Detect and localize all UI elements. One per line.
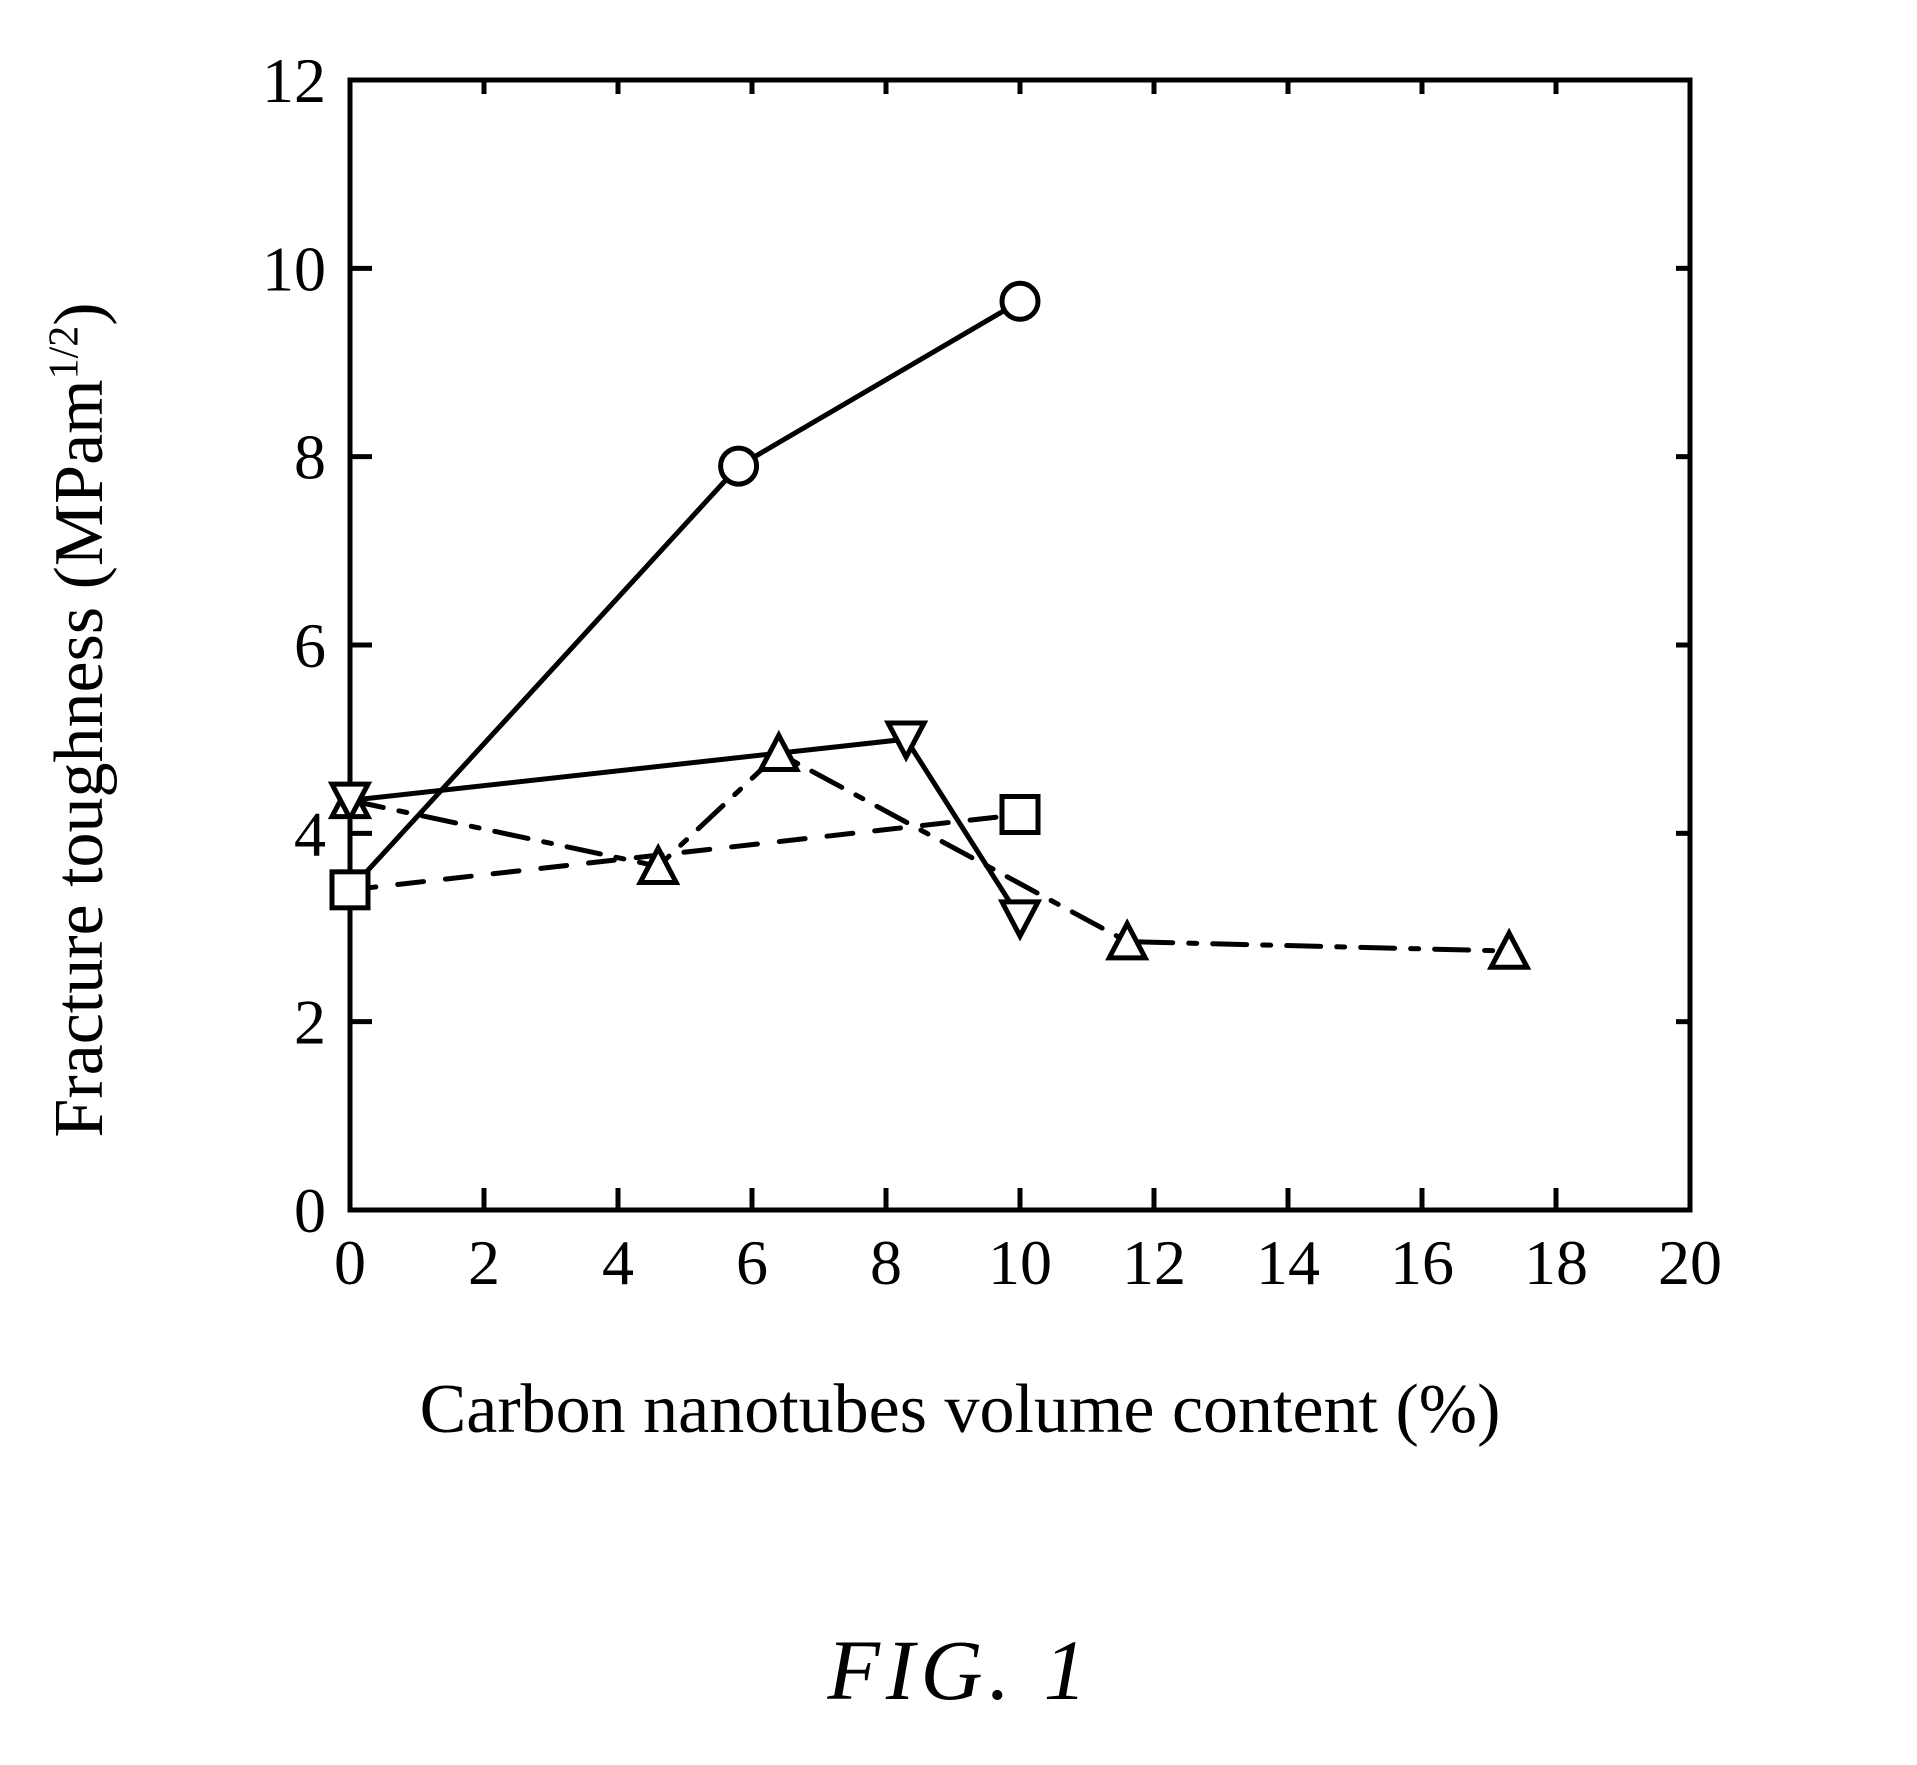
svg-text:2: 2 xyxy=(468,1227,500,1298)
x-axis-label: Carbon nanotubes volume content (%) xyxy=(420,1370,1501,1450)
svg-text:6: 6 xyxy=(736,1227,768,1298)
svg-text:10: 10 xyxy=(262,233,326,304)
fracture-toughness-chart: 0 2 4 6 8 10 12 14 16 18 20 0 2 4 6 8 10 12 xyxy=(230,60,1730,1330)
svg-text:6: 6 xyxy=(294,610,326,681)
svg-text:12: 12 xyxy=(1122,1227,1186,1298)
svg-text:2: 2 xyxy=(294,987,326,1058)
figure-caption: FIG. 1 xyxy=(827,1620,1092,1720)
svg-text:10: 10 xyxy=(988,1227,1052,1298)
svg-text:12: 12 xyxy=(262,60,326,116)
svg-text:18: 18 xyxy=(1524,1227,1588,1298)
y-axis-label: Fracture toughness (MPam1/2) xyxy=(40,302,120,1137)
svg-text:16: 16 xyxy=(1390,1227,1454,1298)
svg-text:4: 4 xyxy=(602,1227,634,1298)
svg-text:8: 8 xyxy=(870,1227,902,1298)
figure-page: { "figure": { "caption": "FIG. 1", "char… xyxy=(0,0,1917,1765)
svg-text:0: 0 xyxy=(294,1175,326,1246)
chart-container: 0 2 4 6 8 10 12 14 16 18 20 0 2 4 6 8 10 12 xyxy=(230,60,1730,1330)
svg-text:8: 8 xyxy=(294,422,326,493)
svg-text:20: 20 xyxy=(1658,1227,1722,1298)
svg-text:0: 0 xyxy=(334,1227,366,1298)
svg-text:14: 14 xyxy=(1256,1227,1320,1298)
svg-text:4: 4 xyxy=(294,798,326,869)
